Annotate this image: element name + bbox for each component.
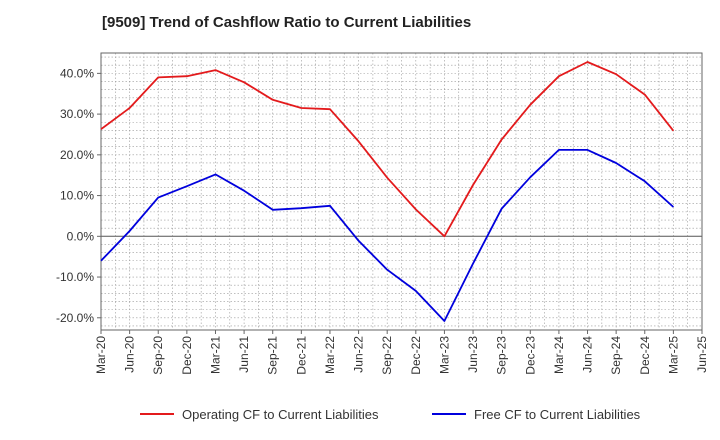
chart-title: [9509] Trend of Cashflow Ratio to Curren… [102,14,472,31]
x-tick-label: Sep-20 [151,336,165,375]
legend: Operating CF to Current Liabilities Free … [140,407,641,422]
grid [100,53,703,330]
x-tick-label: Dec-21 [294,336,308,375]
y-tick-label: 20.0% [60,148,94,162]
y-tick-label: 40.0% [60,66,94,80]
x-tick-label: Jun-22 [352,336,366,373]
x-tick-label: Mar-20 [94,336,108,374]
series-line-1 [100,61,675,238]
x-tick-label: Dec-22 [409,336,423,375]
x-tick-label: Jun-20 [123,336,137,373]
x-tick-label: Jun-23 [466,336,480,373]
x-tick-label: Mar-22 [323,336,337,374]
series-lines [100,61,675,322]
x-tick-label: Dec-24 [638,336,652,375]
x-tick-label: Jun-21 [237,336,251,373]
legend-label-1: Operating CF to Current Liabilities [182,407,379,422]
x-tick-label: Jun-25 [695,336,709,373]
y-tick-label: 30.0% [60,107,94,121]
x-tick-label: Sep-24 [609,336,623,375]
x-tick-label: Mar-21 [208,336,222,374]
x-tick-label: Dec-20 [180,336,194,375]
legend-label-2: Free CF to Current Liabilities [474,407,641,422]
plot-frame [100,52,703,331]
x-tick-label: Mar-24 [552,336,566,374]
x-tick-label: Mar-23 [437,336,451,374]
axes: -20.0% -10.0% 0.0% 10.0% 20.0% 30.0% 40.0% Mar-… [56,52,709,375]
x-tick-label: Jun-24 [581,336,595,373]
y-tick-label: -20.0% [56,311,94,325]
x-tick-label: Dec-23 [523,336,537,375]
x-tick-label: Mar-25 [666,336,680,374]
series-line-2 [100,148,675,322]
x-tick-label: Sep-21 [266,336,280,375]
y-tick-label: 0.0% [67,229,95,243]
y-tick-label: 10.0% [60,189,94,203]
y-tick-label: -10.0% [56,270,94,284]
x-tick-label: Sep-22 [380,336,394,375]
x-tick-label: Sep-23 [495,336,509,375]
